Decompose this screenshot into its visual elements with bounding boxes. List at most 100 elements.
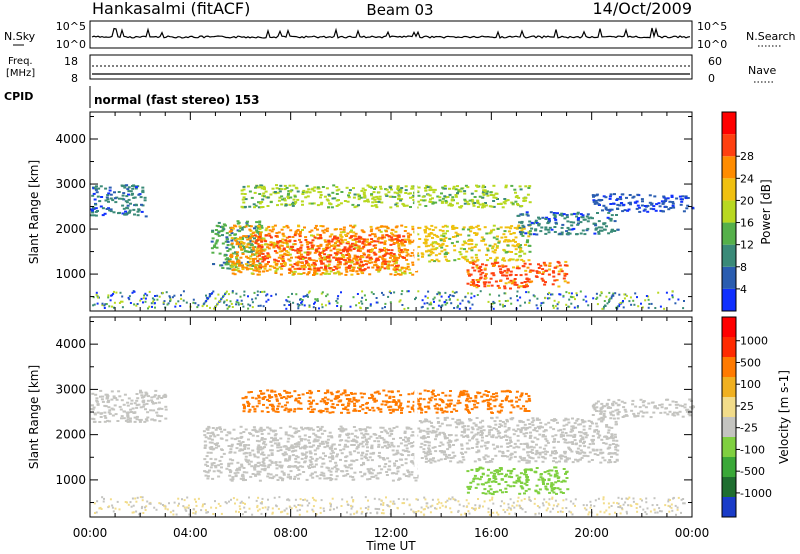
x-tick-label: 00:00 (675, 526, 710, 540)
velocity-region-4 (466, 466, 570, 496)
velocity-axis: 1000 2000 3000 4000 (55, 317, 693, 517)
colorbar-tick-label: 4 (740, 283, 747, 296)
power-colorbar: 4 8 12 16 20 24 28 (721, 111, 754, 312)
velocity-region-3 (591, 398, 695, 419)
colorbar-tick-label: 8 (740, 261, 747, 274)
power-panel: 1000 2000 3000 4000 Slant Range [km] 4 8 12 16… (27, 111, 773, 312)
data-gap (414, 182, 418, 271)
velocity-ground-scatter (93, 496, 686, 516)
freq-left-tick-bottom: 8 (71, 72, 78, 85)
nave-label: Nave (748, 64, 776, 77)
noise-right-tick-bottom: 10^0 (697, 38, 727, 51)
freq-left-tick-top: 18 (64, 55, 78, 68)
noise-right-label: N.Search (746, 30, 796, 43)
colorbar-tick-label: -100 (740, 443, 765, 456)
x-tick-label: 16:00 (474, 526, 509, 540)
noise-sky-trace (91, 27, 691, 39)
colorbar-segment (722, 417, 736, 437)
colorbar-segment (722, 134, 736, 157)
x-tick-label: 12:00 (374, 526, 409, 540)
freq-label: Freq. (8, 56, 33, 67)
freq-unit-label: [MHz] (6, 68, 35, 79)
colorbar-tick-label: 1000 (740, 335, 768, 348)
beam-label: Beam 03 (366, 1, 433, 19)
x-tick-label: 04:00 (173, 526, 208, 540)
velocity-region-0 (90, 389, 168, 423)
colorbar-segment (722, 156, 736, 179)
power-ylabel: Slant Range [km] (27, 160, 41, 264)
noise-left-tick-top: 10^5 (56, 20, 86, 33)
colorbar-segment (722, 377, 736, 397)
colorbar-segment (722, 200, 736, 223)
power-region-0 (90, 184, 148, 218)
velocity-plot-area (89, 316, 693, 518)
velocity-region-5 (241, 389, 532, 414)
colorbar-tick-label: 16 (740, 217, 754, 230)
noise-right-tick-top: 10^5 (697, 20, 727, 33)
y-tick-label: 1000 (55, 267, 86, 281)
colorbar-tick-label: -500 (740, 465, 765, 478)
colorbar-segment (722, 477, 736, 497)
colorbar-segment (722, 457, 736, 477)
power-region-5 (466, 260, 570, 290)
colorbar-tick-label: -1000 (740, 487, 772, 500)
colorbar-tick-label: 100 (740, 378, 761, 391)
power-data-layer (90, 182, 695, 310)
velocity-ylabel: Slant Range [km] (27, 365, 41, 469)
power-plot-area (89, 111, 693, 312)
velocity-data-layer (90, 387, 695, 516)
power-region-8 (240, 184, 532, 209)
date-label: 14/Oct/2009 (592, 0, 692, 18)
colorbar-segment (722, 288, 736, 311)
y-tick-label: 2000 (55, 428, 86, 442)
velocity-panel: 1000 2000 3000 4000 Slant Range [km] 1000 50… (27, 316, 791, 518)
freq-panel: Freq. [MHz] 18 8 Nave 60 0 (6, 54, 776, 85)
colorbar-tick-label: 28 (740, 150, 754, 163)
colorbar-segment (722, 337, 736, 357)
velocity-colorbar: 1000 500 100 25 -25 -100 -500 -1000 (721, 316, 772, 518)
velocity-colorbar-label: Velocity [m s-1] (777, 370, 791, 464)
colorbar-segment (722, 357, 736, 377)
site-title: Hankasalmi (fitACF) (92, 0, 250, 18)
colorbar-segment (722, 112, 736, 135)
noise-panel: N.Sky 10^5 10^0 N.Search 10^5 10^0 (4, 20, 796, 51)
colorbar-segment (722, 266, 736, 289)
colorbar-segment (722, 497, 736, 517)
y-tick-label: 2000 (55, 222, 86, 236)
nave-tick-bottom: 0 (708, 72, 715, 85)
cpid-text: normal (fast stereo) 153 (94, 93, 260, 107)
x-tick-label: 00:00 (73, 526, 108, 540)
power-ground-scatter (92, 290, 685, 310)
power-region-6 (516, 211, 620, 236)
noise-left-tick-bottom: 10^0 (56, 38, 86, 51)
time-axis: 00:00 04:00 08:00 12:00 16:00 20:00 00:00 (73, 526, 710, 540)
colorbar-segment (722, 178, 736, 201)
cpid-label: CPID (4, 90, 33, 103)
colorbar-segment (722, 397, 736, 417)
colorbar-tick-label: 12 (740, 239, 754, 252)
colorbar-segment (722, 317, 736, 337)
power-colorbar-label: Power [dB] (759, 179, 773, 244)
colorbar-segment (722, 244, 736, 267)
time-axis-label: Time UT (365, 539, 416, 553)
x-tick-label: 20:00 (574, 526, 609, 540)
y-tick-label: 1000 (55, 473, 86, 487)
power-region-3 (253, 233, 407, 272)
data-gap (414, 387, 418, 477)
colorbar-segment (722, 437, 736, 457)
colorbar-tick-label: 500 (740, 356, 761, 369)
power-region-4 (416, 224, 532, 263)
nave-tick-top: 60 (708, 55, 722, 68)
colorbar-tick-label: 24 (740, 172, 754, 185)
colorbar-tick-label: -25 (740, 422, 758, 435)
colorbar-tick-label: 25 (740, 400, 754, 413)
y-tick-label: 4000 (55, 337, 86, 351)
colorbar-tick-label: 20 (740, 194, 754, 207)
velocity-region-1 (202, 425, 419, 482)
noise-left-label: N.Sky (4, 30, 36, 43)
y-tick-label: 4000 (55, 132, 86, 146)
power-region-7 (591, 193, 695, 213)
x-tick-label: 08:00 (273, 526, 308, 540)
y-tick-label: 3000 (55, 382, 86, 396)
velocity-region-2 (417, 416, 620, 464)
